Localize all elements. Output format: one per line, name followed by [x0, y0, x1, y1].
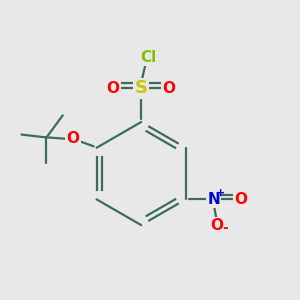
Text: -: - — [222, 221, 227, 235]
Text: O: O — [107, 81, 120, 96]
Text: O: O — [67, 131, 80, 146]
Text: O: O — [163, 81, 176, 96]
Text: O: O — [210, 218, 223, 233]
Text: Cl: Cl — [140, 50, 157, 65]
Text: +: + — [216, 188, 226, 198]
Text: N: N — [207, 192, 220, 207]
Text: O: O — [234, 192, 247, 207]
Text: S: S — [135, 79, 148, 97]
